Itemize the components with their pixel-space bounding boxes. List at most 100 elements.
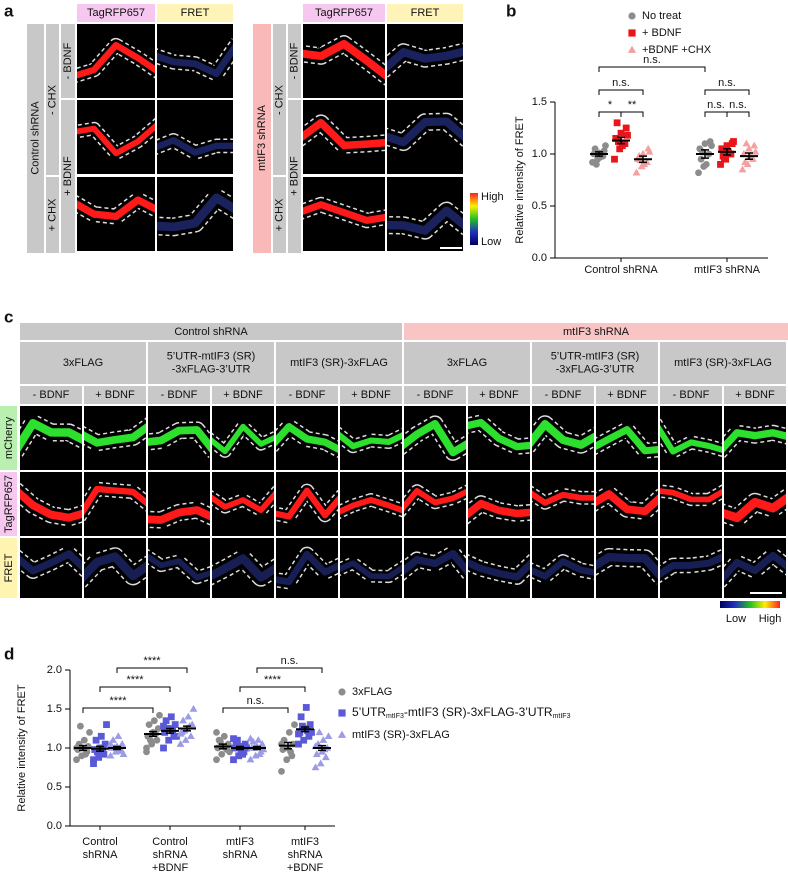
dot [103,721,110,728]
condition-label: + CHX [273,198,285,231]
dot [721,154,728,162]
dot [258,740,267,747]
dot [179,716,188,724]
dot [742,139,751,147]
micrograph-content [157,188,233,237]
cell-body [532,555,594,583]
condition-label: - BDNF [545,389,582,401]
dot [150,717,158,725]
construct-header [20,342,146,384]
cell-signal [387,47,463,73]
micrograph-content [724,424,786,458]
cell-body [340,558,402,582]
significance-label: n.s. [707,99,725,111]
significance-label: n.s. [729,99,747,111]
significance-bracket [704,89,750,95]
cell-signal [303,118,385,150]
micrograph-content [596,547,658,585]
error-bar [253,745,261,751]
cell-signal [84,485,146,516]
construct-label: 5’UTR-mtIF3 (SR) [167,350,256,362]
micrograph-content [532,415,594,454]
condition-label: + BDNF [288,156,300,196]
dot [80,736,88,744]
condition-header [212,386,274,404]
dot [299,722,306,730]
significance-bracket [598,89,644,95]
micrograph-content [468,553,530,585]
legend-label-part: -mtIF3 (SR)-3xFLAG-3’UTR [404,705,553,719]
y-tick-label: 0.0 [532,252,547,264]
dot [106,751,115,759]
cell-body [84,548,146,587]
dot [291,721,298,728]
dot [618,142,626,150]
channel-label: FRET [411,7,440,19]
micrograph-content [84,417,146,452]
dot [615,138,622,145]
cell-signal [20,550,82,575]
condition-bar [288,100,301,253]
dot [100,750,108,758]
dot [315,728,324,736]
cell-signal [276,550,338,586]
channel-label: TagRFP657 [87,7,145,19]
dot [593,161,600,168]
condition-label: - CHX [273,84,285,115]
condition-header [404,386,466,404]
cell-body [660,550,722,582]
dot [645,147,654,155]
dot [295,730,302,738]
micrograph-content [148,501,210,529]
dot [213,729,220,736]
dot [750,141,759,149]
legend-label-part: mtIF3 [386,713,404,720]
group-label: mtIF3 shRNA [563,326,630,338]
channel-header [303,4,385,22]
dot [95,753,103,761]
channel-bar [0,472,17,536]
micrograph-content [77,37,155,83]
dot [165,736,173,744]
error-bar [723,148,731,156]
micrograph-content [387,112,463,152]
dot [115,747,124,754]
error-bar [149,730,157,738]
y-tick-label: 1.0 [532,148,547,160]
cell-signal [404,549,466,576]
condition-label: + BDNF [95,389,135,401]
micrograph-content [468,414,530,455]
dot [97,732,105,740]
significance-bracket [239,686,306,692]
significance-label: n.s. [718,77,736,89]
dot [241,740,249,748]
x-tick-label: shRNA [153,849,189,861]
dot [235,752,243,760]
y-tick-label: 1.0 [47,742,62,754]
error-bar [219,743,227,750]
dot [287,748,294,756]
dot [717,161,724,168]
cell-body [157,39,233,80]
dot [338,709,346,717]
construct-header [404,342,530,384]
error-bar [639,155,647,164]
colorbar-label: Low [726,613,746,625]
micrograph-content [148,421,210,458]
micrograph-content [596,485,658,520]
cell-body [724,548,786,587]
dot [627,45,637,53]
cell-body [387,203,463,239]
legend-label: No treat [642,10,681,22]
error-bar [617,136,625,145]
dot [86,729,93,736]
panel-label: b [506,1,516,20]
micrograph-content [157,133,233,160]
condition-bar [61,100,75,253]
cell-signal [84,552,146,583]
dot [90,760,97,767]
construct-header [532,342,658,384]
dot [738,165,747,173]
dot [701,140,709,148]
